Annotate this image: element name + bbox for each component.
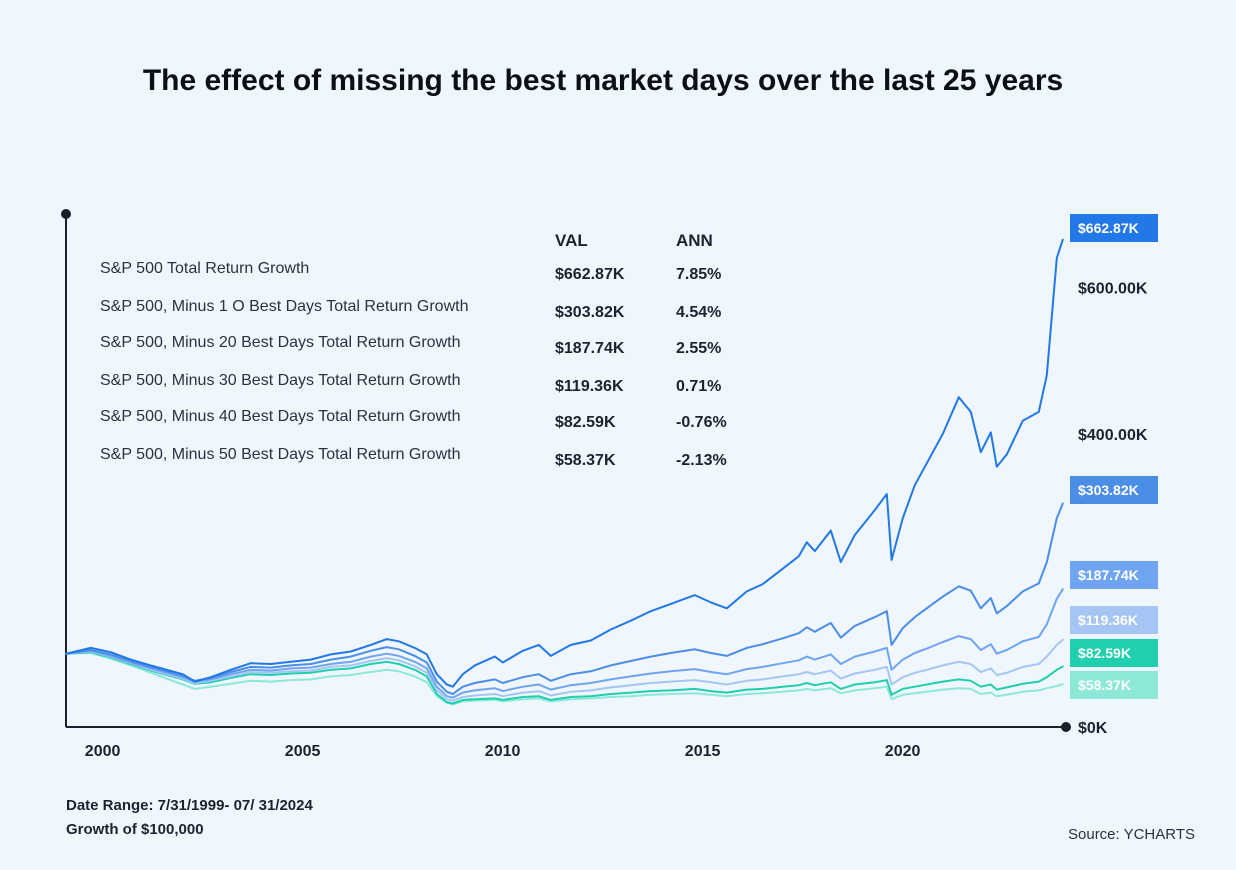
- legend-series-val: $187.74K: [555, 340, 625, 357]
- legend-series-name: S&P 500, Minus 30 Best Days Total Return…: [100, 372, 460, 389]
- end-badge-1: $662.87K: [1070, 214, 1158, 242]
- legend-series-name: S&P 500, Minus 1 O Best Days Total Retur…: [100, 298, 468, 315]
- series-line-2: [65, 502, 1064, 695]
- chart-title: The effect of missing the best market da…: [143, 64, 1063, 97]
- legend-series-ann: 7.85%: [676, 266, 721, 283]
- end-badge-4: $119.36K: [1070, 606, 1158, 634]
- legend-series-val: $82.59K: [555, 414, 616, 431]
- date-range-note: Date Range: 7/31/1999- 07/ 31/2024: [66, 797, 313, 814]
- x-tick-labels: 2000 2005 2010 2015 2020: [85, 743, 921, 760]
- y-tick-label: $600.00K: [1078, 280, 1148, 297]
- legend-series-name: S&P 500, Minus 40 Best Days Total Return…: [100, 408, 460, 425]
- y-tick-label: $400.00K: [1078, 427, 1148, 444]
- end-badge-bg: [1070, 639, 1158, 667]
- legend-series-name: S&P 500, Minus 50 Best Days Total Return…: [100, 446, 460, 463]
- legend-row-1: S&P 500 Total Return Growth $662.87K 7.85%: [100, 260, 721, 283]
- legend-series-ann: 4.54%: [676, 304, 721, 321]
- x-tick-2000: 2000: [85, 743, 121, 760]
- legend-series-name: S&P 500, Minus 20 Best Days Total Return…: [100, 334, 460, 351]
- series-line-5: [65, 651, 1064, 705]
- legend-row-2: S&P 500, Minus 1 O Best Days Total Retur…: [100, 298, 721, 321]
- legend-ann-header: ANN: [676, 231, 713, 250]
- y-tick-labels: $0K$200.00K$400.00K$600.00K: [1078, 280, 1148, 737]
- series-line-4: [65, 638, 1064, 702]
- y-axis-end-dot: [61, 209, 71, 219]
- growth-note: Growth of $100,000: [66, 821, 204, 838]
- end-value-badges: $662.87K $303.82K $187.74K $119.36K $82.59K $…: [1070, 214, 1158, 699]
- end-badge-text: $303.82K: [1078, 482, 1139, 498]
- end-badge-3: $187.74K: [1070, 561, 1158, 589]
- legend-series-name: S&P 500 Total Return Growth: [100, 260, 309, 277]
- end-badge-6: $58.37K: [1070, 671, 1158, 699]
- series-line-1: [65, 238, 1064, 688]
- x-tick-2020: 2020: [885, 743, 921, 760]
- end-badge-bg: [1070, 606, 1158, 634]
- end-badge-text: $119.36K: [1078, 612, 1138, 628]
- end-badge-bg: [1070, 476, 1158, 504]
- legend-series-ann: 0.71%: [676, 378, 721, 395]
- legend-series-ann: -2.13%: [676, 452, 727, 469]
- legend-series-val: $58.37K: [555, 452, 616, 469]
- end-badge-text: $82.59K: [1078, 645, 1131, 661]
- series-layer: [65, 238, 1064, 706]
- legend-row-3: S&P 500, Minus 20 Best Days Total Return…: [100, 334, 721, 357]
- end-badge-2: $303.82K: [1070, 476, 1158, 504]
- series-line-3: [65, 588, 1064, 699]
- legend-series-val: $662.87K: [555, 266, 625, 283]
- end-badge-text: $662.87K: [1078, 220, 1139, 236]
- legend-rows: S&P 500 Total Return Growth $662.87K 7.85%…: [100, 260, 727, 469]
- x-tick-2010: 2010: [485, 743, 521, 760]
- x-tick-2005: 2005: [285, 743, 321, 760]
- legend-row-6: S&P 500, Minus 50 Best Days Total Return…: [100, 446, 727, 469]
- end-badge-bg: [1070, 671, 1158, 699]
- series-line-6: [65, 652, 1064, 706]
- legend-row-4: S&P 500, Minus 30 Best Days Total Return…: [100, 372, 721, 395]
- end-badge-bg: [1070, 561, 1158, 589]
- legend-series-ann: 2.55%: [676, 340, 721, 357]
- end-badge-text: $58.37K: [1078, 677, 1131, 693]
- end-badge-bg: [1070, 214, 1158, 242]
- legend: VAL ANN S&P 500 Total Return Growth $662.…: [100, 231, 727, 469]
- y-tick-label: $0K: [1078, 720, 1108, 737]
- legend-val-header: VAL: [555, 231, 588, 250]
- end-badge-5: $82.59K: [1070, 639, 1158, 667]
- legend-series-val: $119.36K: [555, 378, 624, 395]
- source-note: Source: YCHARTS: [1068, 826, 1195, 843]
- legend-series-ann: -0.76%: [676, 414, 727, 431]
- end-badge-text: $187.74K: [1078, 567, 1139, 583]
- legend-row-5: S&P 500, Minus 40 Best Days Total Return…: [100, 408, 727, 431]
- x-tick-2015: 2015: [685, 743, 721, 760]
- x-axis-end-dot: [1061, 722, 1071, 732]
- legend-series-val: $303.82K: [555, 304, 625, 321]
